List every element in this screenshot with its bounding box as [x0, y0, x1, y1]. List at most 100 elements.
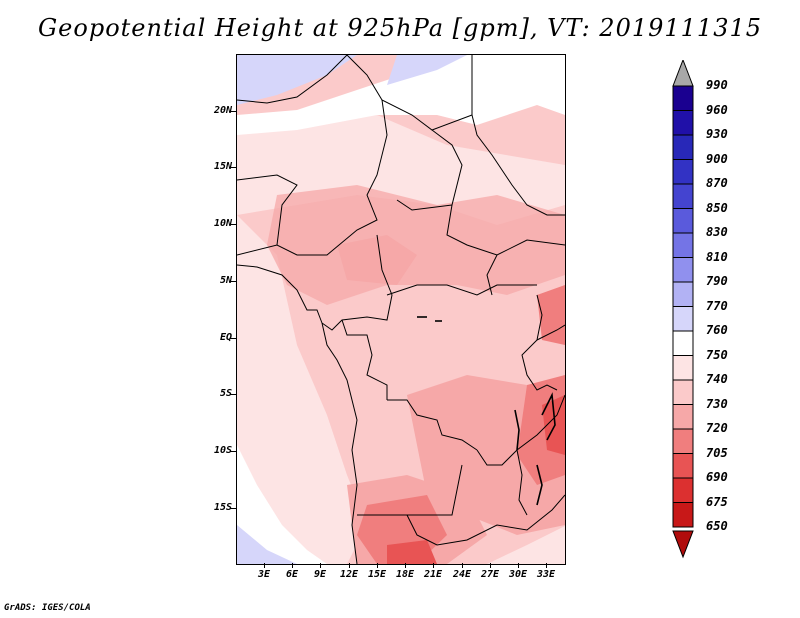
colorbar-lower-arrow: [672, 530, 694, 559]
lon-tick: [377, 563, 378, 568]
lon-tick: [490, 563, 491, 568]
grads-credit: GrADS: IGES/COLA: [4, 603, 91, 613]
colorbar-cell: [672, 110, 694, 136]
lat-tick: [230, 451, 236, 452]
field-730-central-band: [267, 185, 565, 305]
colorbar-cells: [672, 85, 694, 528]
lakes: [417, 316, 556, 506]
lon-label-24e: 24E: [452, 569, 472, 580]
colorbar-label: 850: [706, 200, 728, 215]
colorbar: [672, 60, 694, 559]
colorbar-label: 720: [706, 421, 728, 435]
lat-label-15n: 15N: [213, 161, 232, 172]
lon-tick: [320, 563, 321, 568]
lat-label-15s: 15S: [213, 502, 232, 513]
lat-tick: [230, 338, 236, 339]
lon-tick: [462, 563, 463, 568]
lon-label-30e: 30E: [508, 569, 528, 580]
colorbar-label: 960: [706, 102, 728, 117]
border-drc-zambia: [476, 394, 565, 466]
lon-tick: [264, 563, 265, 568]
colorbar-label: 900: [706, 151, 728, 166]
lon-label-12e: 12E: [339, 569, 359, 580]
colorbar-label: 790: [706, 274, 728, 288]
lat-label-5n: 5N: [219, 275, 232, 286]
border-chad-niger: [237, 99, 388, 256]
field-730-cameroon: [337, 235, 417, 285]
lon-label-15e: 15E: [367, 569, 387, 580]
border-nigeria-north: [237, 174, 298, 246]
border-north: [346, 55, 473, 131]
lon-tick: [405, 563, 406, 568]
lat-label-eq: EQ: [219, 332, 232, 343]
lat-tick: [230, 281, 236, 282]
colorbar-cell: [672, 502, 694, 528]
map-title: Geopotential Height at 925hPa [gpm], VT:…: [38, 14, 762, 42]
colorbar-label: 750: [706, 347, 728, 362]
lat-tick: [230, 224, 236, 225]
field-705-south: [387, 540, 437, 564]
field-770-north: [387, 55, 467, 85]
border-sudan-south: [486, 254, 498, 296]
colorbar-cell: [672, 134, 694, 160]
colorbar-label: 650: [706, 519, 728, 533]
lat-label-10s: 10S: [213, 445, 232, 456]
colorbar-label: 930: [706, 127, 728, 141]
lon-label-6e: 6E: [285, 569, 299, 580]
coast-central-west: [321, 322, 358, 564]
colorbar-label: 770: [706, 298, 728, 313]
colorbar-cell: [672, 477, 694, 503]
field-750-southeast: [487, 526, 565, 564]
colorbar-cell: [672, 257, 694, 283]
colorbar-label: 990: [706, 78, 728, 92]
border-car: [386, 284, 537, 296]
lat-tick: [230, 167, 236, 168]
lake-victoria: [541, 392, 556, 441]
colorbar-cell: [672, 85, 694, 111]
lat-label-20n: 20N: [213, 105, 232, 116]
lon-tick: [518, 563, 519, 568]
lat-tick: [230, 508, 236, 509]
border-uganda: [521, 294, 558, 391]
lake-malawi: [536, 464, 543, 506]
border-darfur: [396, 199, 453, 211]
colorbar-cell: [672, 355, 694, 381]
country-borders: [237, 55, 565, 564]
colorbar-cell: [672, 428, 694, 454]
colorbar-cell: [672, 453, 694, 479]
colorbar-label: 690: [706, 470, 728, 484]
field-760-north: [237, 55, 565, 135]
lon-tick: [349, 563, 350, 568]
border-zambia-zimbabwe: [406, 494, 565, 546]
lon-label-21e: 21E: [423, 569, 443, 580]
lon-label-9e: 9E: [313, 569, 327, 580]
field-770-southwest: [237, 525, 297, 564]
colorbar-label: 730: [706, 396, 728, 411]
colorbar-label: 760: [706, 323, 728, 337]
colorbar-label: 810: [706, 249, 728, 264]
lon-tick: [433, 563, 434, 568]
colorbar-label: 870: [706, 176, 728, 190]
border-egypt-sudan: [471, 114, 565, 216]
colorbar-cell: [672, 306, 694, 332]
colorbar-cell: [672, 330, 694, 356]
coast-west-africa: [237, 264, 323, 324]
border-cameroon: [321, 234, 393, 331]
border-kenya: [536, 324, 565, 341]
border-drc-angola: [387, 399, 478, 451]
border-lake: [516, 449, 528, 516]
colorbar-cell: [672, 404, 694, 430]
lon-label-27e: 27E: [480, 569, 500, 580]
map-panel: [236, 54, 566, 565]
border-gabon-congo: [341, 319, 388, 400]
colorbar-label: 675: [706, 494, 728, 509]
lake-tanganyika: [514, 409, 520, 451]
lat-tick: [230, 394, 236, 395]
colorbar-cell: [672, 208, 694, 234]
colorbar-cell: [672, 159, 694, 185]
colorbar-upper-arrow: [672, 60, 694, 87]
colorbar-label: 740: [706, 372, 728, 386]
lon-tick: [292, 563, 293, 568]
lon-label-3e: 3E: [257, 569, 271, 580]
colorbar-label: 705: [706, 445, 728, 460]
